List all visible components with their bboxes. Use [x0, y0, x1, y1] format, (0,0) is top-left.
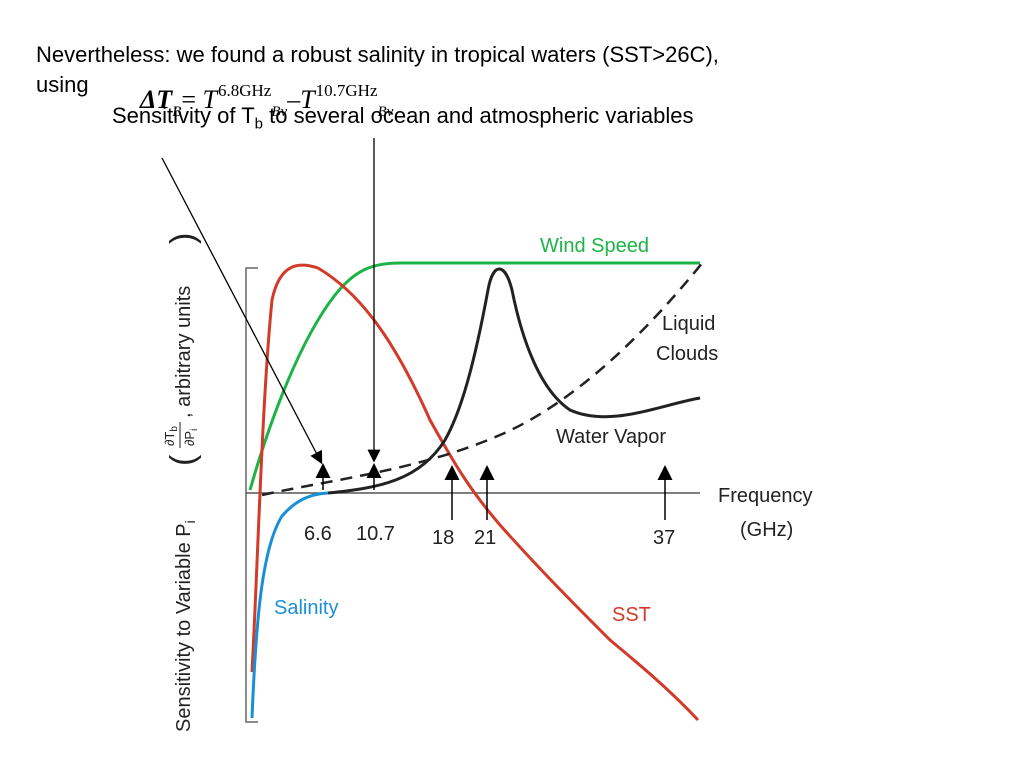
eq-t2: T [300, 85, 315, 114]
svg-text:∂Tb: ∂Tb [162, 426, 180, 446]
wind-speed-label: Wind Speed [540, 235, 649, 257]
sst-label: SST [612, 604, 651, 626]
subtitle-main: Sensitivity of T [112, 103, 255, 128]
y-axis-partial-bottom-sub: i [189, 429, 200, 431]
eq-t2-sup: 10.7GHz [315, 81, 378, 100]
eq-delta-sub: B [172, 104, 182, 120]
liquid-clouds-label-line-2: Clouds [656, 343, 718, 365]
water-vapor-label: Water Vapor [556, 426, 666, 448]
y-axis-paren-right: ) [164, 233, 202, 244]
tick-label-6-6: 6.6 [304, 523, 332, 545]
eq-t1-sub: Bv [271, 104, 288, 120]
y-axis-label: Sensitivity to Variable Pi ( ∂Tb ∂Pi , a… [162, 233, 202, 732]
y-axis-paren-left: ( [164, 454, 202, 466]
y-axis-line [245, 267, 258, 723]
eq-equals: = [181, 85, 197, 114]
x-axis-label-line-1: Frequency [718, 485, 813, 507]
headline-line-2: using [36, 72, 89, 97]
pointer-line-6-8ghz [161, 157, 323, 465]
x-axis-label-line-2: (GHz) [740, 519, 793, 541]
figure-subtitle: Sensitivity of Tb to several ocean and a… [112, 102, 693, 138]
svg-text:Sensitivity to Variable Pi: Sensitivity to Variable Pi [173, 520, 198, 732]
salinity-label: Salinity [274, 597, 338, 619]
tick-label-37: 37 [653, 527, 675, 549]
eq-t2-sub: Bv [377, 104, 394, 120]
frequency-tick-arrows [315, 463, 673, 520]
eq-delta-t: ΔT [140, 85, 173, 114]
y-axis-partial-top: ∂T [162, 432, 177, 446]
y-axis-partial-top-sub: b [169, 426, 180, 432]
tick-label-10-7: 10.7 [356, 523, 395, 545]
eq-minus: – [287, 85, 301, 114]
svg-text:∂Pi: ∂Pi [182, 429, 200, 446]
eq-t1-sup: 6.8GHz [218, 81, 272, 100]
y-axis-partial-bottom: ∂P [182, 431, 197, 446]
tick-label-21: 21 [474, 527, 496, 549]
wind-speed-curve [248, 261, 700, 491]
y-axis-label-sub: i [182, 520, 198, 523]
eq-t1: T [202, 85, 217, 114]
headline-line-1: Nevertheless: we found a robust salinity… [36, 42, 719, 67]
tick-label-18: 18 [432, 527, 454, 549]
slide-headline: Nevertheless: we found a robust salinity… [36, 40, 996, 100]
y-axis-label-units: , arbitrary units [173, 286, 195, 418]
salinity-curve [250, 491, 329, 719]
y-axis-label-main: Sensitivity to Variable P [173, 523, 195, 732]
subtitle-sub: b [254, 115, 263, 133]
water-vapor-curve [327, 267, 701, 495]
liquid-clouds-curve [261, 261, 704, 497]
brightness-temperature-equation: ΔTB= T6.8GHzBv–T10.7GHzBv [140, 76, 393, 127]
sst-curve [250, 263, 700, 722]
subtitle-rest: to several ocean and atmospheric variabl… [263, 103, 694, 128]
liquid-clouds-label-line-1: Liquid [662, 313, 715, 335]
